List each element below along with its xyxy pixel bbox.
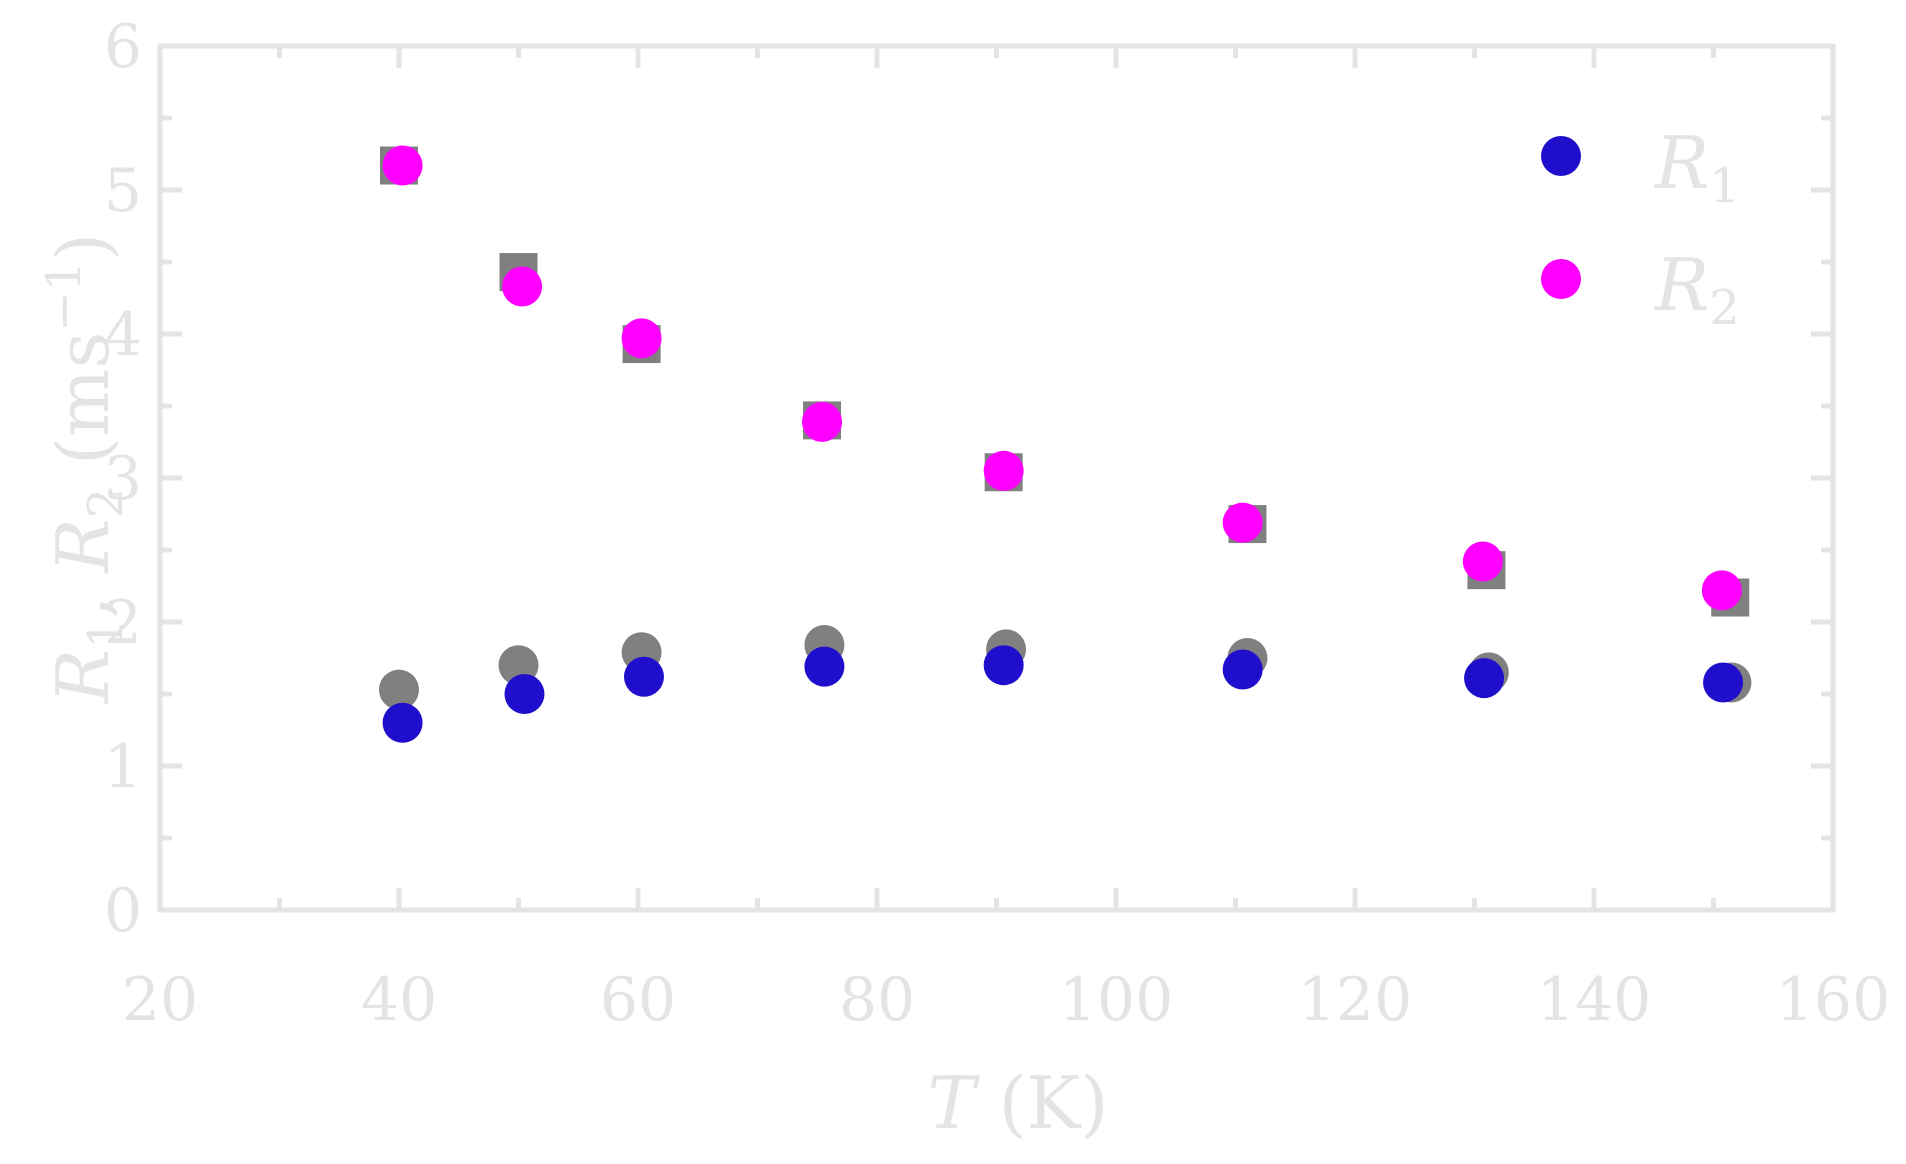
- y-tick-label: 0: [104, 876, 142, 946]
- x-tick-labels: 20 40 60 80 100 120 140 160: [122, 965, 1890, 1035]
- r2-point: [382, 145, 423, 186]
- x-tick-label: 40: [361, 965, 437, 1035]
- y-tick-labels: 0 1 2 3 4 5 6: [104, 12, 142, 946]
- r2-point: [1462, 541, 1503, 582]
- y-tick-label: 3: [104, 444, 142, 514]
- r2-point: [802, 401, 843, 442]
- y-tick-label: 1: [104, 732, 142, 802]
- r2-point: [1222, 502, 1263, 543]
- r2-point: [502, 266, 543, 307]
- x-tick-label: 60: [600, 965, 676, 1035]
- x-tick-label: 140: [1537, 965, 1652, 1035]
- legend: R1 R2: [1541, 121, 1740, 336]
- r1-point: [1703, 662, 1744, 703]
- y-axis-title: R1, R2 (ms−1): [36, 233, 134, 705]
- legend-label-r2: R2: [1653, 243, 1740, 336]
- r2-point: [1701, 570, 1742, 611]
- r1-point: [983, 645, 1024, 686]
- legend-marker-r1: [1541, 136, 1581, 176]
- x-tick-label: 100: [1059, 965, 1174, 1035]
- data-markers: [379, 145, 1752, 743]
- y-tick-label: 6: [104, 12, 142, 82]
- legend-entry-r1: R1: [1541, 121, 1740, 214]
- plot-frame: [157, 43, 1836, 913]
- r2-point: [621, 318, 662, 359]
- r1-point: [504, 674, 545, 714]
- r1-point: [1464, 658, 1505, 699]
- r2-point: [983, 450, 1024, 491]
- legend-entry-r2: R2: [1541, 243, 1740, 336]
- x-tick-label: 120: [1298, 965, 1413, 1035]
- y-tick-label: 4: [104, 300, 142, 370]
- r1-point: [623, 656, 664, 697]
- y-tick-label: 5: [104, 156, 142, 226]
- x-tick-label: 80: [839, 965, 915, 1035]
- x-tick-label: 20: [122, 965, 198, 1035]
- x-axis-title: T (K): [928, 1061, 1109, 1145]
- y-tick-label: 2: [104, 588, 142, 658]
- x-tick-label: 160: [1776, 965, 1891, 1035]
- r1-point: [1222, 649, 1263, 690]
- legend-label-r1: R1: [1653, 121, 1740, 214]
- r1-point: [804, 646, 845, 687]
- legend-marker-r2: [1541, 259, 1581, 299]
- r1-point: [382, 702, 423, 743]
- reference-circle-point: [379, 669, 419, 710]
